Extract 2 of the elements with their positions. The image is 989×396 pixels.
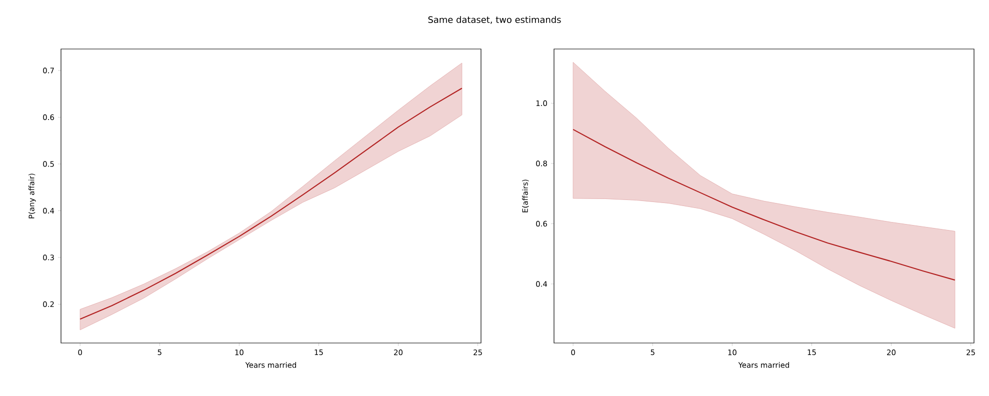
- line-series: [572, 128, 956, 281]
- chart-title: Same dataset, two estimands: [428, 16, 561, 24]
